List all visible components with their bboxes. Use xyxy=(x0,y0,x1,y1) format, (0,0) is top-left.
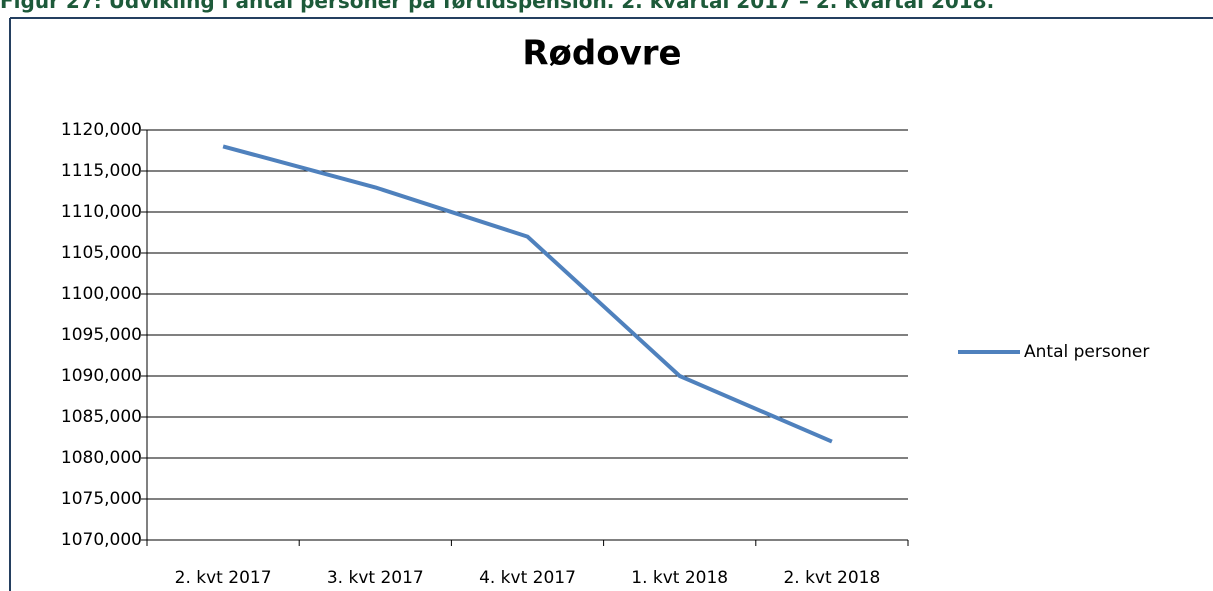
y-tick-label: 1070,000 xyxy=(61,530,142,550)
legend-label: Antal personer xyxy=(1024,342,1149,362)
y-tick-label: 1110,000 xyxy=(61,202,142,222)
y-tick-label: 1105,000 xyxy=(61,243,142,263)
x-tick-label: 3. kvt 2017 xyxy=(327,568,424,588)
y-tick-label: 1115,000 xyxy=(61,161,142,181)
y-tick-label: 1120,000 xyxy=(61,120,142,140)
y-tick-label: 1080,000 xyxy=(61,448,142,468)
x-tick-label: 1. kvt 2018 xyxy=(631,568,728,588)
y-tick-label: 1075,000 xyxy=(61,489,142,509)
chart-title: Rødovre xyxy=(522,34,681,74)
data-line xyxy=(222,144,833,444)
x-tick-label: 2. kvt 2017 xyxy=(175,568,272,588)
figure-heading: Figur 27: Udvikling i antal personer på … xyxy=(0,0,994,13)
y-tick-label: 1095,000 xyxy=(61,325,142,345)
y-tick-label: 1090,000 xyxy=(61,366,142,386)
y-tick-label: 1085,000 xyxy=(61,407,142,427)
y-tick-label: 1100,000 xyxy=(61,284,142,304)
x-tick-label: 4. kvt 2017 xyxy=(479,568,576,588)
x-tick-label: 2. kvt 2018 xyxy=(783,568,880,588)
